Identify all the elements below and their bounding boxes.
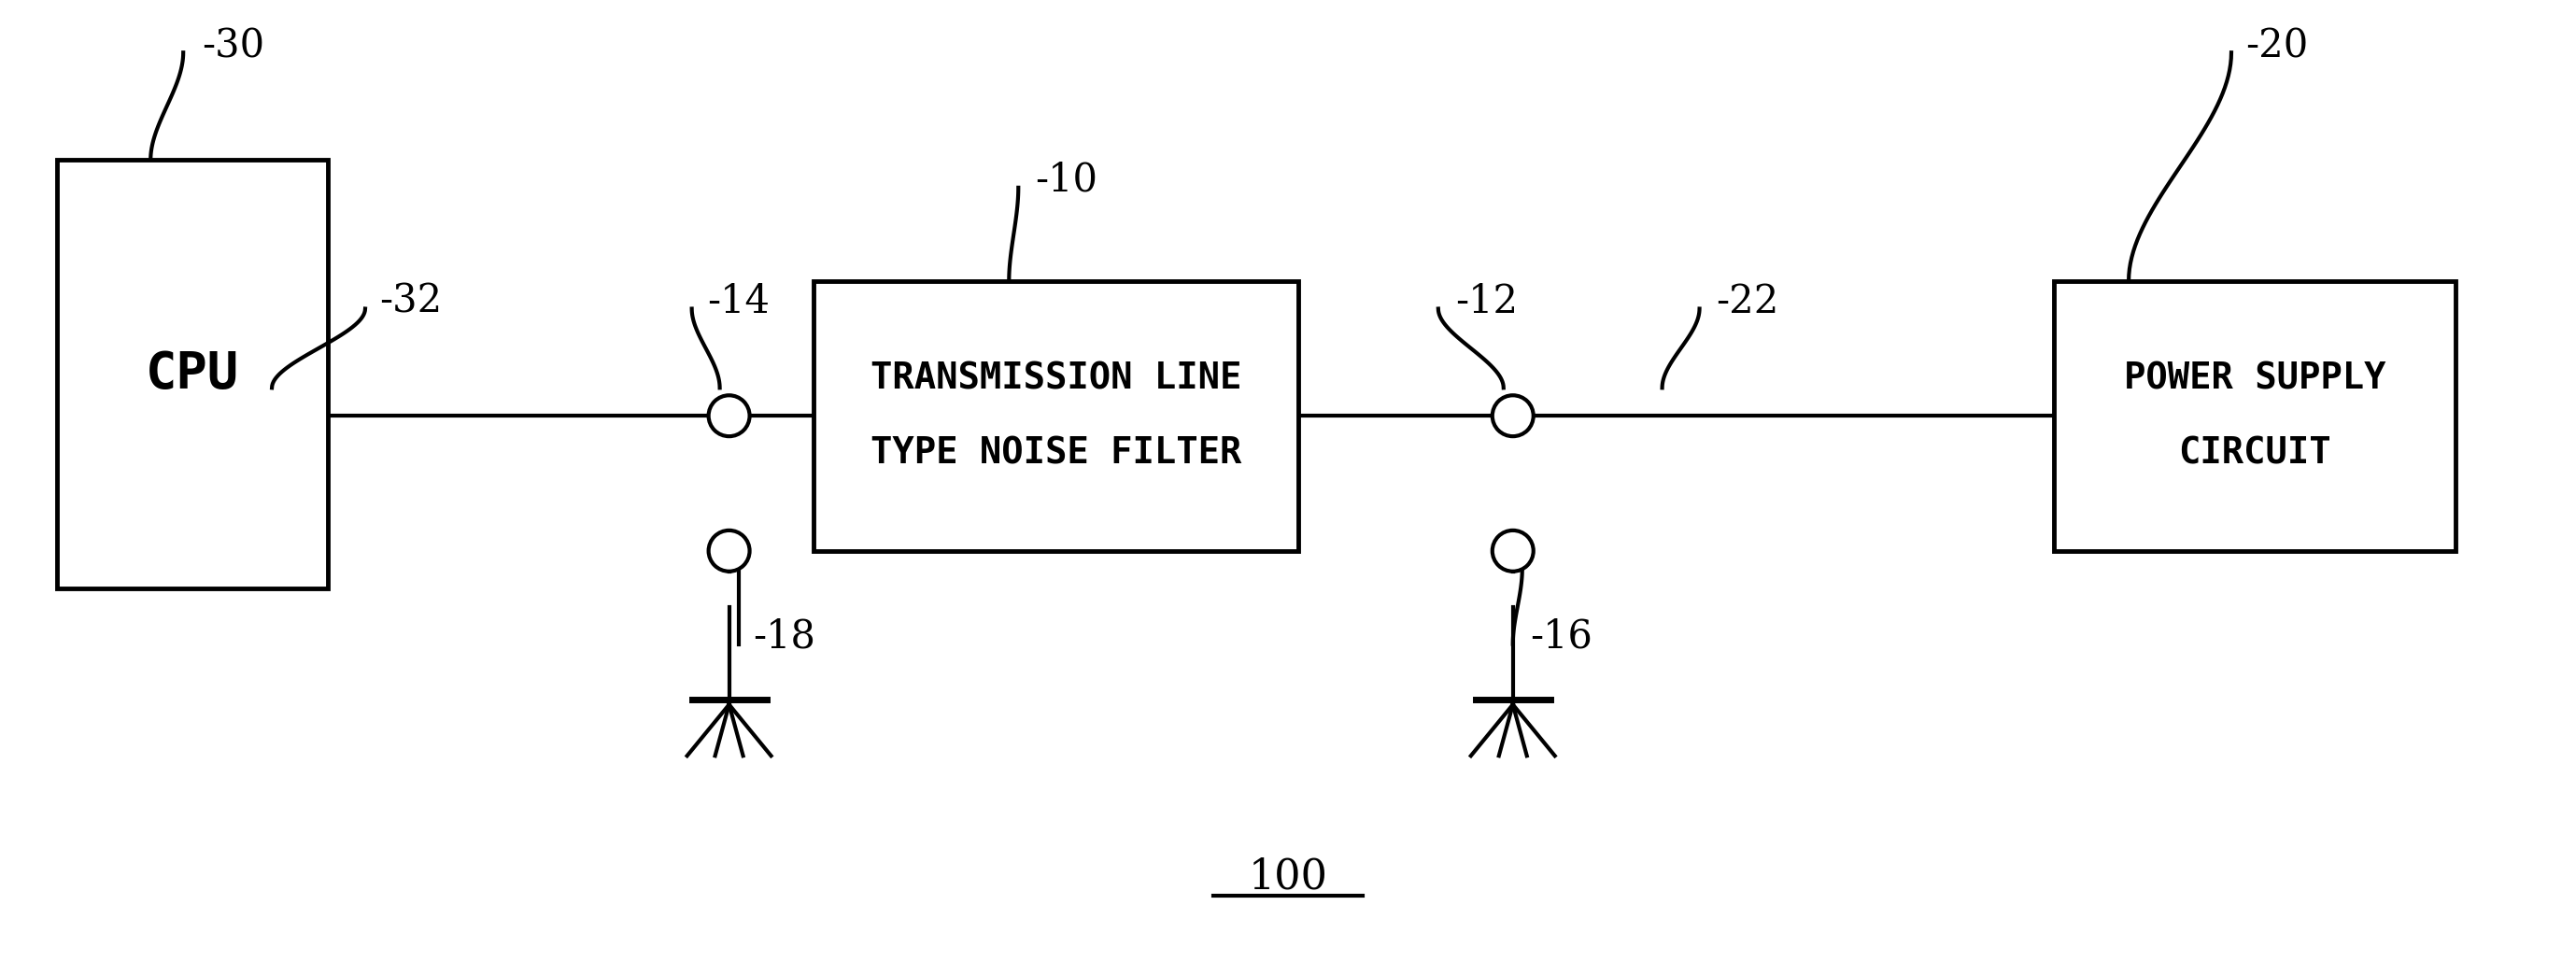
Text: -22: -22	[1716, 282, 1780, 321]
Text: -20: -20	[2246, 26, 2308, 65]
Text: POWER SUPPLY: POWER SUPPLY	[2123, 361, 2385, 396]
Text: -14: -14	[706, 282, 770, 321]
Text: -32: -32	[379, 282, 443, 321]
Bar	[57, 160, 327, 589]
Text: -10: -10	[1036, 160, 1097, 200]
Text: TYPE NOISE FILTER: TYPE NOISE FILTER	[871, 435, 1242, 470]
Text: CIRCUIT: CIRCUIT	[2179, 435, 2331, 470]
Text: -18: -18	[752, 617, 817, 656]
Bar	[2053, 281, 2455, 550]
Circle shape	[708, 395, 750, 436]
Circle shape	[1492, 395, 1533, 436]
Text: 100: 100	[1249, 857, 1327, 897]
Circle shape	[1492, 530, 1533, 571]
Circle shape	[708, 530, 750, 571]
Text: -16: -16	[1530, 617, 1592, 656]
Text: TRANSMISSION LINE: TRANSMISSION LINE	[871, 361, 1242, 396]
Text: CPU: CPU	[147, 349, 240, 398]
Bar	[814, 281, 1298, 550]
Text: -30: -30	[201, 26, 265, 65]
Text: -12: -12	[1455, 282, 1517, 321]
